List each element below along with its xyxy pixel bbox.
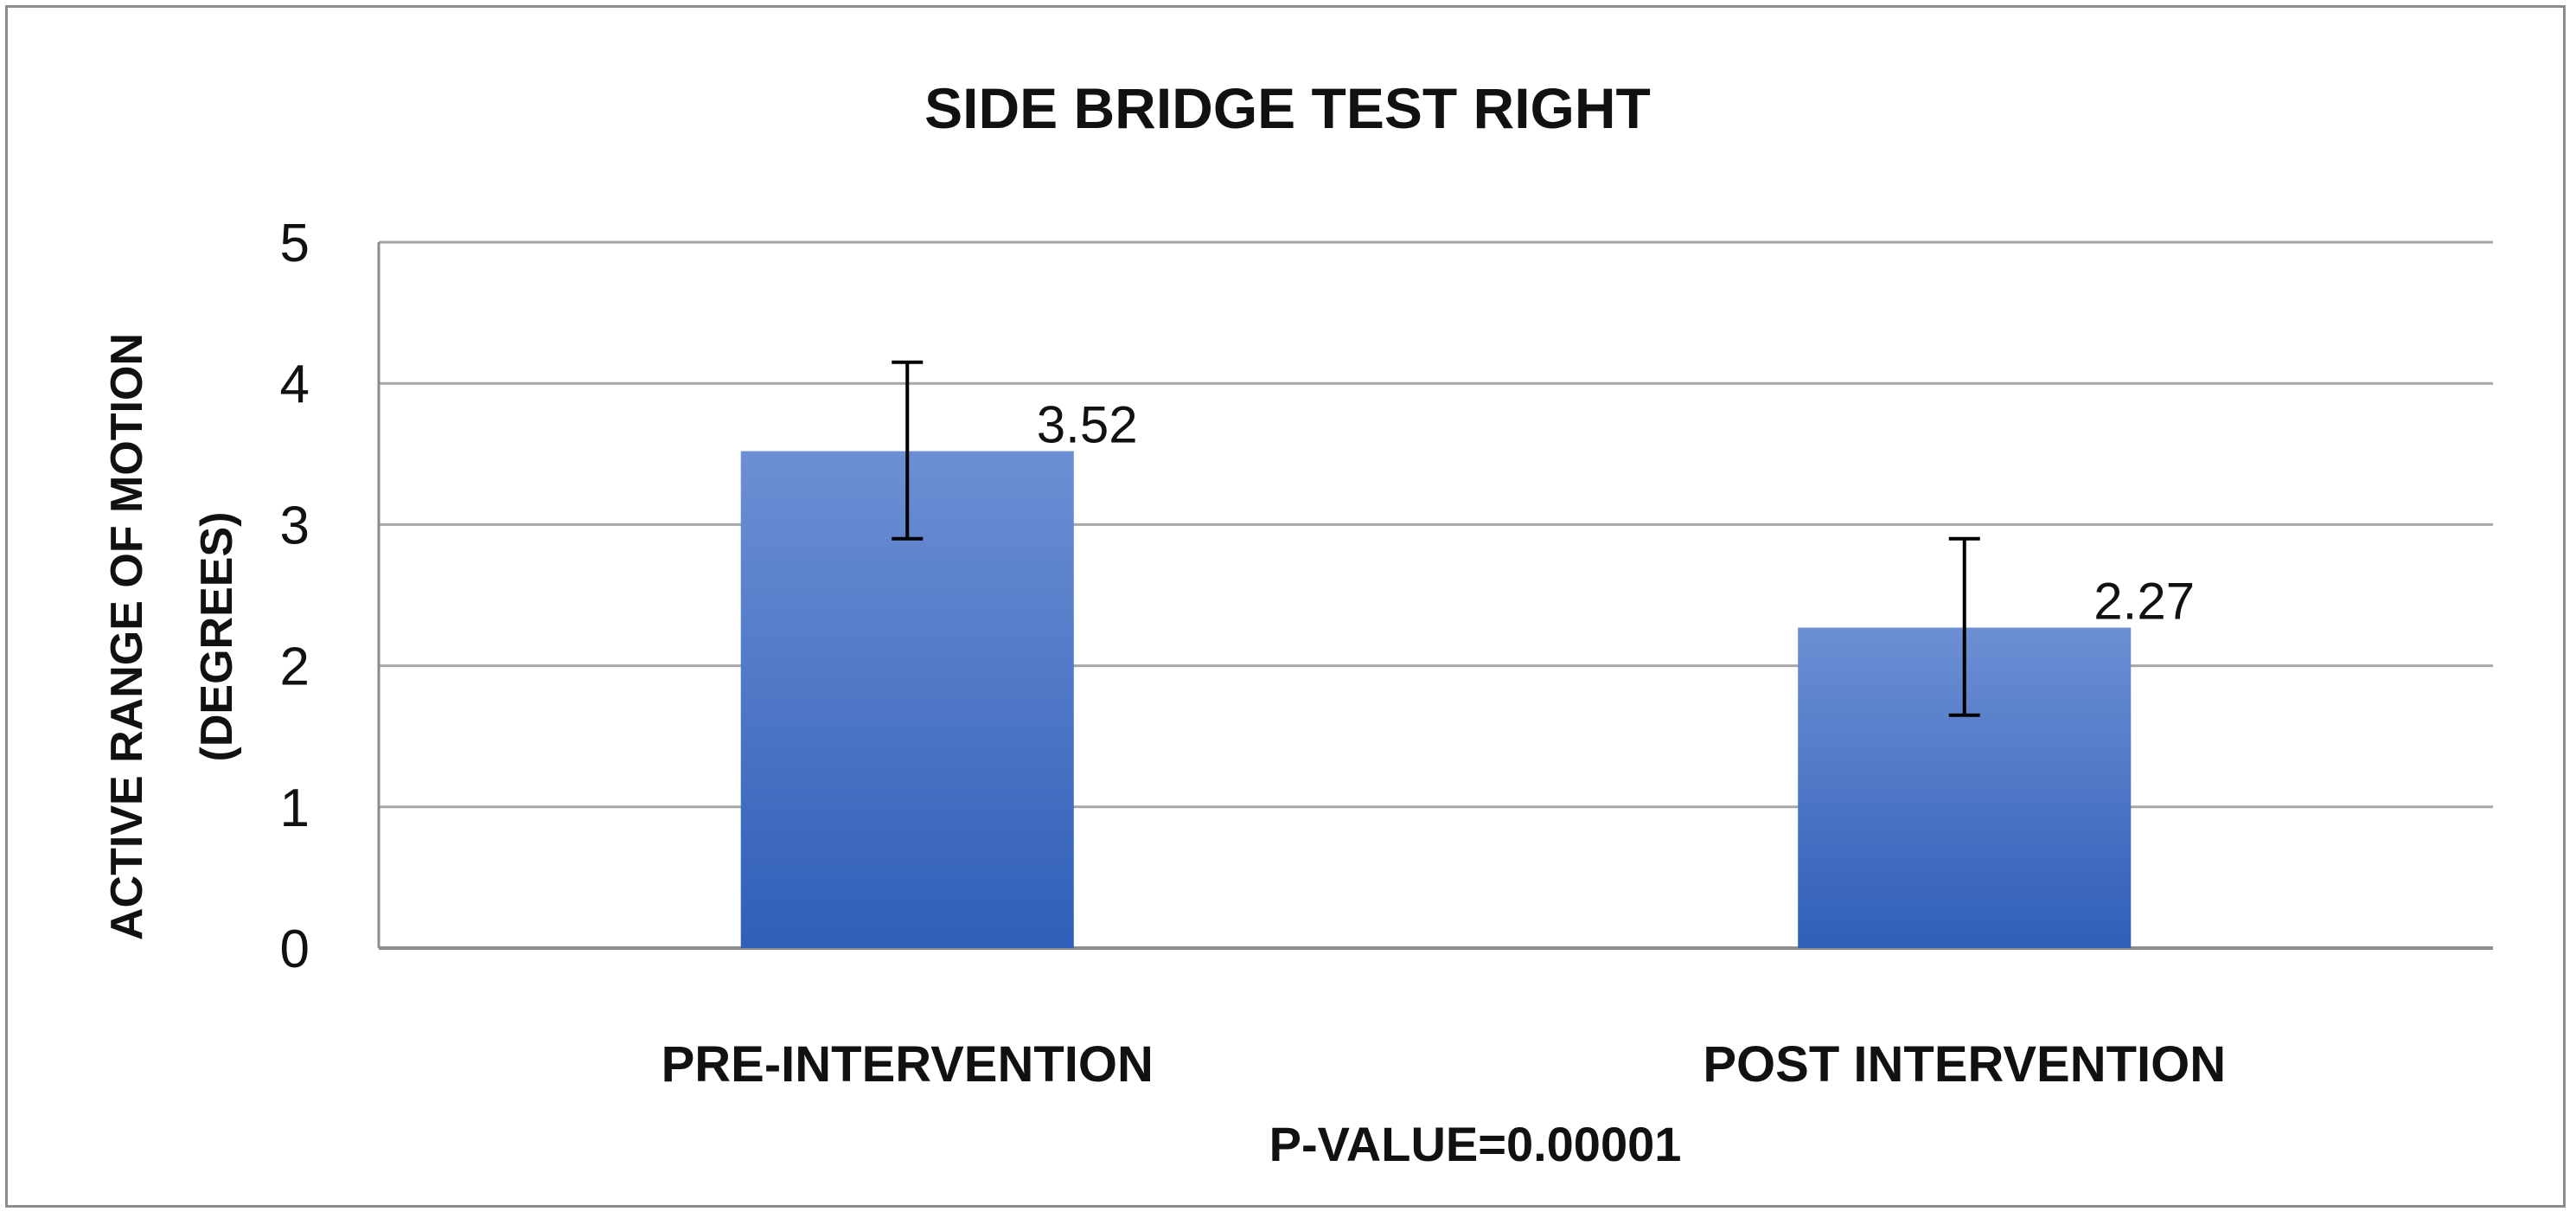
y-tick-label: 5 xyxy=(280,214,310,273)
y-axis-label: ACTIVE RANGE OF MOTION (DEGREES) xyxy=(102,333,242,940)
data-labels: 3.52 2.27 xyxy=(1037,396,2195,631)
data-label: 2.27 xyxy=(2093,573,2195,631)
gridlines xyxy=(377,240,2493,950)
chart-frame xyxy=(5,5,2566,1208)
y-tick-label: 4 xyxy=(280,355,310,414)
y-axis-label-line-1: ACTIVE RANGE OF MOTION xyxy=(102,333,152,940)
x-axis-label: P-VALUE=0.00001 xyxy=(1269,1117,1682,1171)
y-axis-ticks: 0 1 2 3 4 5 xyxy=(280,214,310,979)
y-axis-label-line-2: (DEGREES) xyxy=(192,512,242,762)
chart-title: SIDE BRIDGE TEST RIGHT xyxy=(924,76,1651,140)
error-bars xyxy=(892,360,1980,717)
y-tick-label: 0 xyxy=(280,920,310,979)
y-tick-label: 1 xyxy=(280,779,310,838)
data-label: 3.52 xyxy=(1037,396,1138,454)
x-axis-categories: PRE-INTERVENTION POST INTERVENTION xyxy=(662,1036,2227,1093)
x-category-label: PRE-INTERVENTION xyxy=(662,1036,1154,1093)
y-tick-label: 3 xyxy=(280,496,310,555)
y-tick-label: 2 xyxy=(280,638,310,697)
x-category-label: POST INTERVENTION xyxy=(1703,1036,2226,1093)
